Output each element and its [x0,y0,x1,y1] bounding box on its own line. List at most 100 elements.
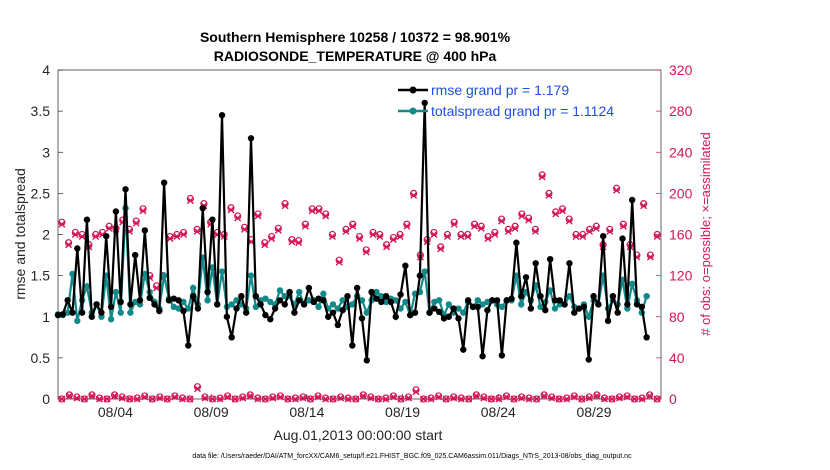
obs-possible-marker [246,391,254,399]
obs-assimilated-marker [631,395,639,403]
obs-possible-marker [563,394,571,402]
obs-assimilated-marker [153,284,161,292]
rmse-point [546,255,554,263]
obs-assimilated-marker [477,224,485,232]
totalspread-point [373,288,380,296]
rmse-point [421,99,428,107]
rmse-point [585,356,592,363]
obs-possible-marker [73,393,81,401]
rmse-point [358,315,366,322]
obs-assimilated-marker [231,395,239,403]
rmse-point [571,309,578,316]
obs-assimilated-marker [615,394,623,402]
rmse-point [411,309,419,316]
legend-spread-marker [409,107,417,115]
obs-assimilated-marker [531,227,539,235]
rmse-point [271,305,279,312]
obs-assimilated-marker [261,395,269,403]
totalspread-point [643,292,650,300]
totalspread-point [141,270,149,278]
obs-assimilated-marker [518,394,526,402]
obs-assimilated-marker [209,395,217,403]
rmse-point [426,309,433,316]
rmse-point [103,232,110,240]
rmse-point [180,307,187,315]
obs-assimilated-marker [356,235,363,243]
rmse-point [112,208,120,215]
legend-rmse-label: rmse grand pr = 1.179 [431,82,569,98]
obs-possible-marker [540,391,548,399]
rmse-point [440,315,448,322]
obs-possible-marker [623,392,631,400]
obs-assimilated-marker [555,395,563,403]
obs-possible-marker [600,394,609,402]
rmse-point [633,301,641,308]
obs-assimilated-marker [80,395,88,403]
obs-possible-marker [216,394,224,402]
obs-assimilated-marker [495,395,503,403]
obs-assimilated-marker [389,236,397,244]
rmse-point [156,307,163,315]
rmse-point [349,342,356,349]
obs-assimilated-marker [178,395,186,403]
rmse-point [561,301,568,308]
obs-assimilated-marker [442,395,450,403]
obs-assimilated-marker [269,394,277,402]
rmse-point [267,316,274,323]
obs-assimilated-marker [498,217,506,225]
rmse-point [257,301,264,308]
rmse-point [320,297,327,304]
obs-assimilated-marker [132,219,140,227]
obs-assimilated-marker [234,214,242,222]
obs-assimilated-marker [88,392,96,400]
totalspread-point [392,297,399,304]
totalspread-point [247,272,255,279]
obs-assimilated-marker [578,395,586,403]
rmse-point [151,301,158,308]
totalspread-point [112,288,120,296]
rmse-point [537,292,544,300]
x-tick-label: 08/09 [194,404,229,420]
rmse-point [276,297,284,304]
obs-assimilated-marker [246,392,254,400]
right-tick-label: 120 [669,268,693,284]
left-tick-label: 0.5 [31,350,51,366]
totalspread-point [537,303,544,311]
obs-assimilated-marker [472,392,480,400]
obs-possible-marker [321,394,330,402]
rmse-point [527,305,535,312]
obs-assimilated-marker [389,393,397,401]
rmse-point [493,297,501,304]
totalspread-point [69,270,76,278]
rmse-point [262,311,269,319]
x-tick-label: 08/14 [289,404,324,420]
obs-assimilated-marker [646,392,654,400]
obs-assimilated-marker [288,238,296,246]
obs-assimilated-marker [186,197,194,205]
obs-assimilated-marker [295,239,303,247]
rmse-point [83,216,91,223]
obs-assimilated-marker [586,227,594,235]
rmse-point [69,309,76,316]
obs-assimilated-marker [156,394,164,402]
obs-assimilated-marker [374,395,382,403]
obs-assimilated-marker [533,395,541,403]
obs-assimilated-marker [96,395,104,403]
obs-assimilated-marker [173,233,181,241]
left-tick-label: 1 [42,309,50,325]
obs-assimilated-marker [367,394,375,402]
obs-possible-marker [457,394,465,402]
rmse-point [107,303,115,311]
legend-spread-label: totalspread grand pr = 1.1124 [431,103,614,119]
rmse-point [378,298,385,306]
rmse-point [363,357,370,364]
obs-possible-marker [495,394,503,402]
x-tick-label: 08/19 [385,404,420,420]
obs-possible-marker [472,391,480,399]
rmse-point [464,297,472,304]
obs-possible-marker [291,394,300,402]
obs-assimilated-marker [412,388,420,396]
obs-assimilated-marker [314,393,322,401]
rmse-point [382,292,390,300]
obs-assimilated-marker [58,395,66,403]
